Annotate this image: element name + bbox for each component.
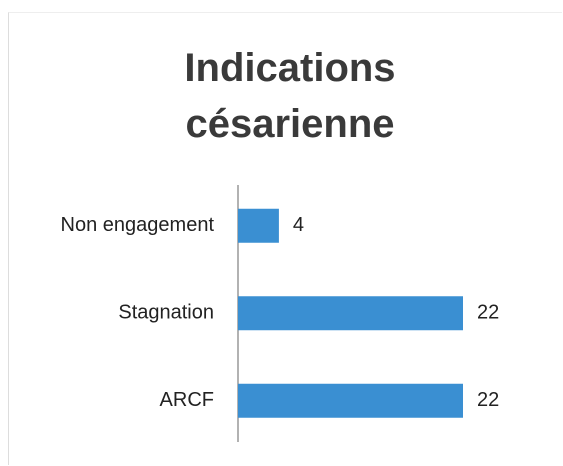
data-label: 4 (293, 214, 304, 236)
category-label: Stagnation (118, 302, 214, 324)
bar (238, 296, 463, 331)
data-label: 22 (477, 389, 499, 411)
category-label: Non engagement (61, 214, 215, 236)
category-label: ARCF (160, 389, 214, 411)
bar (238, 383, 463, 418)
chart-title: Indications césarienne (184, 46, 396, 146)
bar (238, 208, 279, 243)
chart-frame (8, 12, 562, 465)
data-label: 22 (477, 302, 499, 324)
